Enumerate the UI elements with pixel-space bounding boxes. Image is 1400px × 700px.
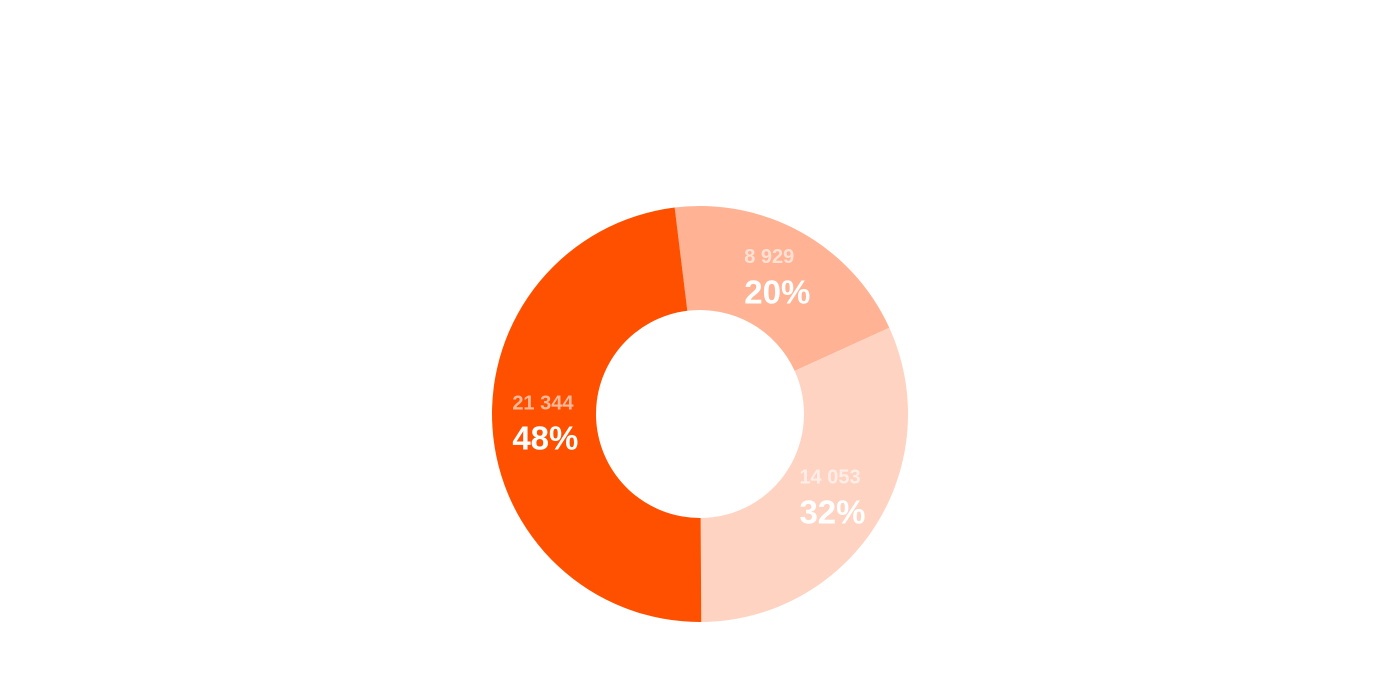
value-label: 14 053: [799, 466, 860, 488]
value-label: 8 929: [744, 246, 794, 268]
donut-slice: [674, 206, 890, 371]
percent-label: 32%: [799, 494, 865, 531]
donut-slice: [700, 327, 908, 622]
value-label: 21 344: [512, 392, 574, 414]
percent-label: 20%: [744, 274, 810, 311]
donut-slice: [492, 207, 702, 622]
percent-label: 48%: [512, 420, 578, 457]
